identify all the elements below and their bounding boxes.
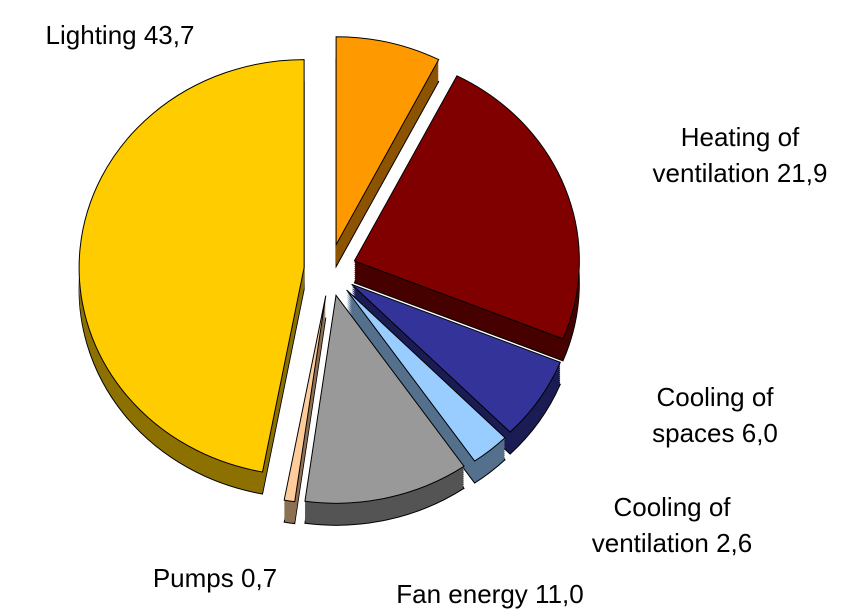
value-label: 2,6 — [716, 528, 753, 558]
slice-label: Cooling of ventilation 2,6 — [570, 489, 775, 561]
slice-label: Lighting 43,7 — [46, 17, 195, 53]
slice — [346, 289, 506, 462]
category-label: Cooling of ventilation — [591, 492, 731, 558]
category-label: Lighting — [45, 20, 137, 50]
category-label: Pumps — [152, 563, 234, 593]
category-label: Cooling of spaces — [652, 382, 774, 448]
value-label: 43,7 — [143, 20, 195, 50]
slice-label: Heating of ventilation 21,9 — [638, 119, 843, 191]
slice — [353, 75, 580, 340]
slice — [351, 283, 561, 433]
category-label: Heating of ventilation — [652, 122, 800, 188]
value-label: 21,9 — [776, 158, 828, 188]
category-label: Fan energy — [396, 579, 528, 609]
slice-label: Pumps 0,7 — [153, 560, 277, 596]
slice — [304, 294, 465, 504]
slice — [335, 36, 440, 247]
value-label: 11,0 — [535, 579, 584, 609]
slice-label: Cooling of spaces 6,0 — [628, 379, 803, 451]
value-label: 0,7 — [241, 563, 278, 593]
slice — [78, 59, 305, 473]
slice-label: Fan energy 11,0 — [396, 576, 583, 612]
slice — [283, 295, 327, 503]
value-label: 6,0 — [741, 418, 778, 448]
